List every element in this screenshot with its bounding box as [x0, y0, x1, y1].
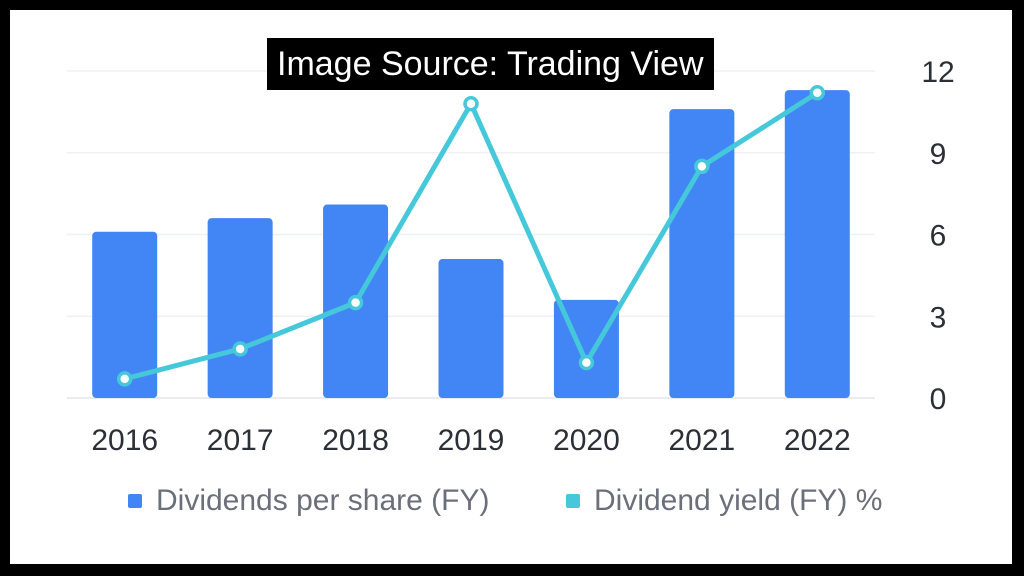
yield-point-2020 — [578, 354, 595, 371]
x-tick-label: 2016 — [91, 424, 158, 457]
yield-point-2016 — [116, 371, 133, 387]
legend-item-dividend-yield: Dividend yield (FY) % — [566, 476, 882, 526]
x-tick-label: 2018 — [322, 424, 389, 457]
bar-2017 — [207, 218, 273, 398]
y-tick-label: 0 — [930, 383, 947, 416]
chart-legend: Dividends per share (FY) Dividend yield … — [0, 476, 1024, 526]
bar-2021 — [669, 109, 735, 399]
x-tick-label: 2019 — [438, 424, 505, 457]
y-tick-label: 12 — [921, 56, 954, 89]
image-source-banner: Image Source: Trading View — [267, 38, 714, 90]
yield-point-2022 — [809, 85, 826, 101]
legend-swatch-bar — [128, 494, 142, 508]
bar-2019 — [438, 259, 504, 398]
y-tick-label: 9 — [930, 138, 947, 171]
bar-2016 — [92, 231, 158, 398]
x-tick-label: 2020 — [553, 424, 620, 457]
y-tick-label: 6 — [930, 220, 947, 253]
legend-swatch-line — [566, 494, 580, 508]
x-tick-label: 2021 — [668, 424, 735, 457]
bar-2022 — [784, 90, 850, 398]
x-tick-label: 2017 — [207, 424, 274, 457]
yield-point-2017 — [232, 341, 248, 357]
yield-point-2018 — [347, 294, 364, 311]
legend-label-dividend-yield: Dividend yield (FY) % — [594, 484, 883, 517]
yield-point-2021 — [694, 158, 710, 175]
legend-label-dividends-per-share: Dividends per share (FY) — [156, 484, 490, 517]
legend-item-dividends-per-share: Dividends per share (FY) — [128, 476, 489, 526]
x-tick-label: 2022 — [784, 424, 851, 457]
yield-point-2019 — [463, 95, 479, 112]
y-tick-label: 3 — [930, 301, 947, 334]
